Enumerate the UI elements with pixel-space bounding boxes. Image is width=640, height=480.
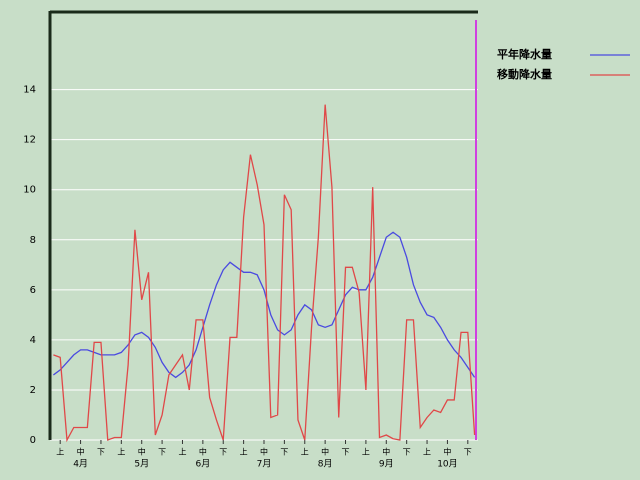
legend-label: 平年降水量	[497, 47, 552, 61]
y-tick-label: 0	[30, 435, 36, 446]
y-tick-label: 10	[23, 185, 36, 196]
x-tick-label: 上	[117, 448, 125, 457]
month-label: 6月	[195, 459, 210, 470]
x-tick-label: 上	[301, 448, 309, 457]
x-tick-label: 上	[56, 448, 64, 457]
month-label: 10月	[437, 459, 457, 470]
y-tick-label: 6	[30, 285, 36, 296]
x-tick-label: 下	[403, 448, 411, 457]
x-tick-label: 下	[342, 448, 350, 457]
x-tick-label: 中	[321, 447, 329, 457]
x-tick-label: 中	[138, 447, 146, 457]
month-label: 5月	[134, 459, 149, 470]
month-label: 8月	[318, 459, 333, 470]
x-tick-label: 下	[97, 448, 105, 457]
x-tick-label: 上	[240, 448, 248, 457]
y-tick-label: 14	[23, 85, 36, 96]
month-label: 4月	[73, 459, 88, 470]
x-tick-label: 中	[382, 447, 390, 457]
series-line	[53, 104, 476, 443]
y-tick-label: 12	[23, 135, 36, 146]
y-tick-label: 4	[30, 335, 36, 346]
x-tick-label: 中	[77, 447, 85, 457]
legend-label: 移動降水量	[497, 67, 552, 81]
x-tick-label: 中	[260, 447, 268, 457]
x-tick-label: 下	[219, 448, 227, 457]
x-tick-label: 下	[280, 448, 288, 457]
x-tick-label: 下	[158, 448, 166, 457]
x-tick-label: 上	[423, 448, 431, 457]
x-tick-label: 中	[443, 447, 451, 457]
month-label: 7月	[257, 459, 272, 470]
series-line	[53, 231, 476, 379]
y-tick-label: 2	[30, 385, 36, 396]
x-tick-label: 上	[362, 448, 370, 457]
x-tick-label: 下	[464, 448, 472, 457]
x-tick-label: 中	[199, 447, 207, 457]
x-tick-label: 上	[178, 448, 186, 457]
month-label: 9月	[379, 459, 394, 470]
y-tick-label: 8	[30, 235, 36, 246]
